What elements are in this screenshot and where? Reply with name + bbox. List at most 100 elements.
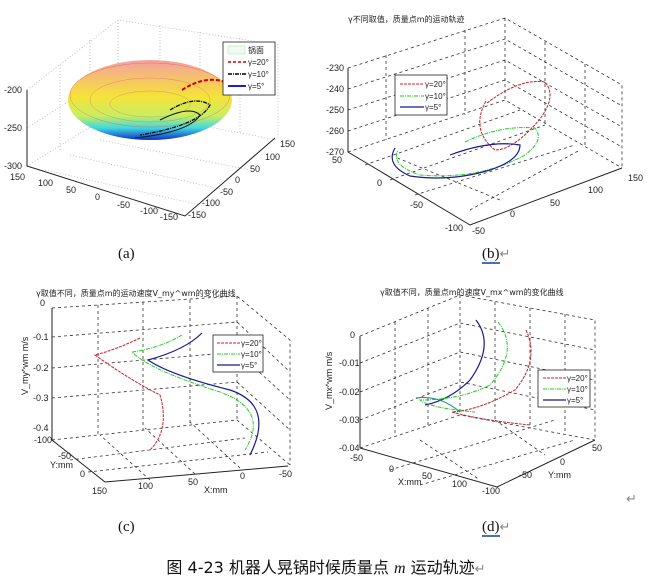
panel-a-label: (a): [118, 246, 135, 262]
svg-text:γ=10°: γ=10°: [248, 70, 269, 79]
svg-text:100: 100: [38, 178, 53, 188]
panel-a-x-ticks: 150 100 50 0 -50 -100 -150: [10, 172, 178, 222]
panel-b-plot: γ不同取值，质量点m的运动轨迹 -230 -240 -250 -260 -270…: [326, 14, 643, 236]
svg-text:50: 50: [422, 471, 432, 481]
panel-a-z-ticks: -200 -250 -300: [4, 85, 22, 171]
svg-text:Y:mm: Y:mm: [548, 470, 571, 480]
svg-text:γ不同取值，质量点m的运动轨迹: γ不同取值，质量点m的运动轨迹: [348, 14, 465, 24]
figure-caption: 图 4-23 机器人晃锅时候质量点 m 运动轨迹↵: [166, 558, 486, 577]
svg-text:-150: -150: [160, 212, 178, 222]
svg-text:100: 100: [588, 185, 603, 195]
svg-text:-0.4: -0.4: [33, 423, 49, 433]
panel-a-y-ticks: 150 100 50 0 -50 -100 -150: [188, 139, 295, 220]
svg-text:-150: -150: [188, 210, 206, 220]
svg-text:-0.03: -0.03: [339, 415, 360, 425]
svg-text:0: 0: [80, 469, 85, 479]
svg-text:γ=5°: γ=5°: [241, 361, 257, 370]
curve-gamma20: [479, 80, 551, 151]
pan-surface: [68, 60, 232, 140]
curve-gamma5: [134, 110, 201, 139]
svg-text:0: 0: [95, 192, 100, 202]
svg-text:50: 50: [332, 155, 342, 165]
svg-text:0: 0: [389, 464, 394, 474]
svg-text:150: 150: [10, 172, 25, 182]
curve-gamma10: [139, 100, 211, 136]
panel-b-x-ticks: 50 0 -50 -100: [332, 155, 463, 233]
svg-text:-50: -50: [519, 470, 532, 480]
panel-d-label: (d)↵: [482, 519, 511, 537]
panel-c-y-ticks: -100 -50 0 Y:mm: [34, 435, 85, 479]
svg-text:X:mm: X:mm: [204, 485, 228, 495]
svg-text:X:mm: X:mm: [398, 477, 422, 487]
svg-text:-50: -50: [117, 200, 130, 210]
panel-a-legend: 锅面 γ=20° γ=10° γ=5°: [222, 41, 276, 96]
svg-text:0: 0: [40, 298, 45, 308]
svg-text:γ=20°: γ=20°: [241, 339, 262, 348]
svg-text:-0.02: -0.02: [339, 387, 360, 397]
svg-text:-200: -200: [4, 85, 22, 95]
panel-c-legend: γ=20° γ=10° γ=5°: [212, 334, 264, 373]
svg-text:-0.3: -0.3: [33, 393, 49, 403]
svg-text:100: 100: [138, 481, 153, 491]
svg-text:-0.04: -0.04: [339, 443, 360, 453]
svg-text:100: 100: [452, 479, 467, 489]
panel-d-legend: γ=20° γ=10° γ=5°: [537, 369, 591, 408]
panel-b-z-ticks: -230 -240 -250 -260 -270: [326, 63, 344, 157]
svg-text:-50: -50: [220, 187, 233, 197]
panel-c-label: (c): [118, 519, 135, 535]
curve-gamma10: [418, 321, 508, 413]
svg-text:-260: -260: [326, 126, 344, 136]
svg-text:V_mx^wm m/s: V_mx^wm m/s: [324, 351, 334, 410]
svg-text:γ取值不同，质量点m的运动速度V_my^wm的变化曲线: γ取值不同，质量点m的运动速度V_my^wm的变化曲线: [36, 288, 236, 298]
svg-text:-0.2: -0.2: [33, 363, 49, 373]
svg-text:0: 0: [510, 209, 515, 219]
panel-d-y-ticks: -100 -50 0 50 Y:mm: [482, 443, 602, 496]
svg-text:γ=10°: γ=10°: [241, 350, 262, 359]
svg-text:-100: -100: [140, 206, 158, 216]
svg-text:-300: -300: [4, 161, 22, 171]
panel-c-plot: γ取值不同，质量点m的运动速度V_my^wm的变化曲线 V_my^wm m/s …: [20, 288, 292, 496]
panel-d-z-ticks: 0 -0.01 -0.02 -0.03 -0.04: [339, 330, 360, 453]
svg-text:-50: -50: [279, 469, 292, 479]
svg-text:-0.01: -0.01: [339, 358, 360, 368]
curve-gamma20: [451, 329, 532, 426]
svg-text:-0.1: -0.1: [33, 332, 49, 342]
svg-text:γ=20°: γ=20°: [567, 374, 588, 383]
panel-b-y-ticks: -50 0 50 100 150: [472, 173, 643, 236]
panel-d-plot: γ取值不同，质量点m的速度V_mx^wm的变化曲线 V_mx^wm m/s 0 …: [324, 287, 602, 496]
svg-text:Y:mm: Y:mm: [50, 460, 73, 470]
svg-text:50: 50: [188, 477, 198, 487]
panel-b-label: (b)↵: [482, 246, 511, 264]
return-mark: ↵: [626, 492, 637, 507]
panel-a-plot: -200 -250 -300 150 100 50 0 -50 -100 -15…: [4, 19, 295, 222]
curve-gamma5: [391, 143, 521, 179]
panel-d-x-ticks: -50 0 50 100 X:mm: [350, 453, 467, 489]
svg-text:γ=10°: γ=10°: [425, 92, 446, 101]
svg-text:-50: -50: [58, 451, 71, 461]
svg-text:V_my^wm m/s: V_my^wm m/s: [20, 336, 30, 395]
svg-text:0: 0: [350, 330, 355, 340]
curve-gamma10: [395, 127, 539, 177]
svg-text:-230: -230: [326, 63, 344, 73]
svg-text:50: 50: [250, 164, 260, 174]
svg-text:-240: -240: [326, 84, 344, 94]
svg-text:-50: -50: [472, 226, 485, 236]
svg-text:50: 50: [66, 185, 76, 195]
svg-text:γ=10°: γ=10°: [567, 385, 588, 394]
svg-text:50: 50: [592, 443, 602, 453]
svg-text:锅面: 锅面: [248, 45, 264, 55]
svg-text:-100: -100: [202, 198, 220, 208]
svg-text:γ=5°: γ=5°: [248, 82, 264, 91]
svg-text:-50: -50: [350, 453, 363, 463]
svg-text:-100: -100: [482, 486, 500, 496]
svg-text:150: 150: [280, 139, 295, 149]
curve-gamma20: [181, 78, 226, 91]
svg-text:0: 0: [560, 457, 565, 467]
svg-text:0: 0: [240, 471, 245, 481]
svg-text:γ取值不同，质量点m的速度V_mx^wm的变化曲线: γ取值不同，质量点m的速度V_mx^wm的变化曲线: [380, 287, 564, 297]
svg-text:-250: -250: [326, 105, 344, 115]
panel-b-legend: γ=20° γ=10° γ=5°: [394, 74, 448, 116]
svg-text:150: 150: [92, 486, 107, 496]
